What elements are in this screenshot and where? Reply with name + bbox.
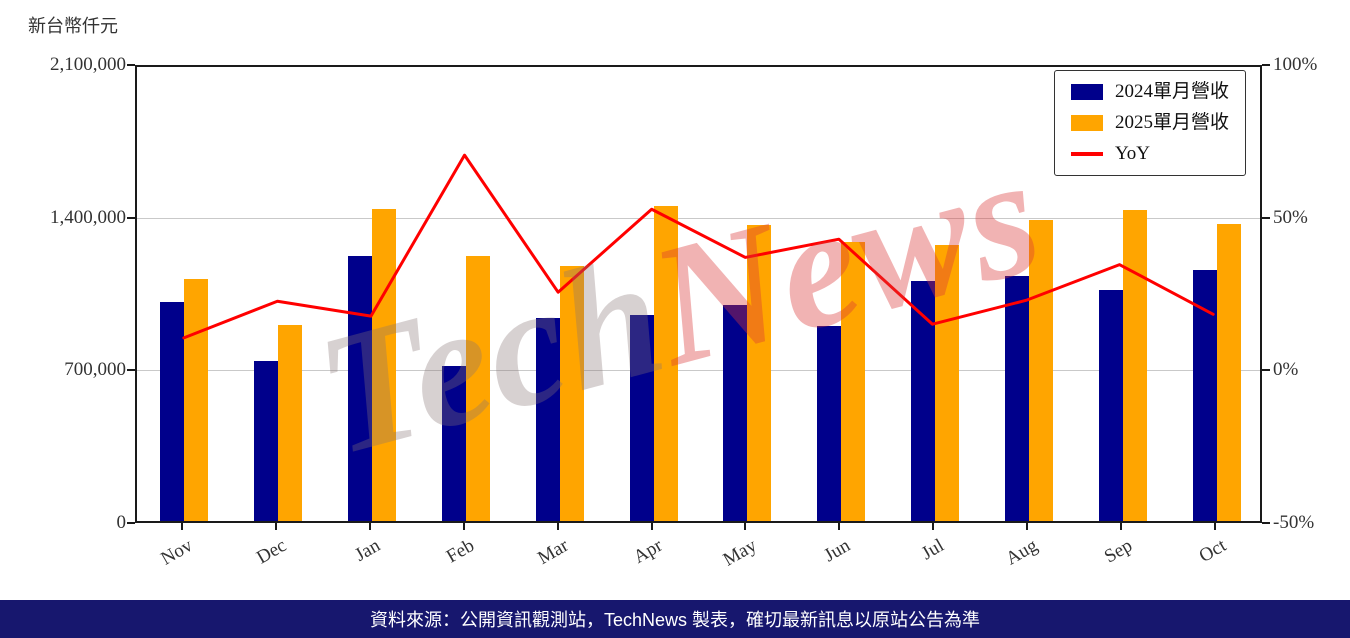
x-axis-tick-mark [556,523,559,530]
x-axis-tick-mark [838,523,841,530]
x-axis-label-text: Aug [1002,535,1042,570]
right-axis-tick-mark [1262,522,1270,524]
x-axis-tick-mark [1214,523,1217,530]
x-axis-tick-mark [274,523,277,530]
legend-line-marker [1070,152,1103,156]
legend-item: 2025單月營收 [1070,112,1229,134]
x-axis-label-text: Jan [351,535,385,566]
bar-2024 [347,256,372,521]
left-axis-tick-label: 1,400,000 [50,206,126,228]
right-axis-tick-mark [1262,369,1270,372]
bar-2024 [723,305,748,521]
x-axis-tick-mark [1120,523,1123,530]
bar-2025 [1217,224,1242,521]
bar-2025 [183,279,208,521]
legend-item-label: 2024單月營收 [1114,81,1229,102]
bars-layer [137,67,1260,521]
gridline [137,218,1260,220]
x-axis-label-text: Sep [1100,535,1136,568]
bar-2024 [629,315,654,521]
yoy-line [182,153,1215,340]
bar-2024 [911,281,936,521]
right-axis-tick-label: -50% [1273,512,1315,533]
bar-2024 [253,361,278,521]
right-axis-tick-label: 50% [1273,206,1308,228]
bar-2024 [1099,290,1124,521]
right-axis-tick-label: 100% [1273,54,1318,75]
bar-2025 [1123,210,1148,521]
legend-item: 2024單月營收 [1070,81,1229,103]
legend-color-swatch [1070,115,1103,131]
bar-2024 [1193,270,1218,521]
bar-2025 [747,225,772,521]
left-axis-tick-label: 0 [116,512,127,533]
chart-container: Tech News 2024單月營收 2025單月營收 YoY 0 700,000 1,4… [50,54,1318,571]
left-axis-tick-label: 700,000 [64,359,126,381]
left-axis-tick-mark [127,64,135,66]
gridline [137,369,1260,371]
yoy-line-path [182,153,1215,340]
bar-2025 [465,256,490,521]
legend-item-label: YoY [1114,143,1151,164]
x-axis-label-text: Dec [253,535,291,569]
footer-text: 資料來源：公開資訊觀測站，TechNews 製表，確切最新訊息以原站公告為準 [369,610,981,630]
x-axis-label-text: Oct [1195,535,1230,567]
x-axis-label-text: Apr [629,535,667,568]
legend-item: YoY [1070,143,1229,165]
right-axis-tick-mark [1262,216,1270,219]
left-axis-tick-label: 2,100,000 [50,54,126,75]
legend-color-swatch [1070,84,1103,100]
bar-2025 [1029,220,1054,521]
left-axis-tick-mark [127,369,135,372]
legend: 2024單月營收 2025單月營收 YoY [1053,70,1246,176]
left-axis-tick-mark [127,522,135,524]
x-axis-tick-mark [368,523,371,530]
bar-2025 [371,209,396,521]
bar-2025 [653,206,678,521]
x-axis-label-text: Mar [534,535,573,570]
bar-2025 [935,245,960,521]
right-axis-tick-label: 0% [1273,359,1299,381]
x-axis-label-text: Nov [157,535,197,570]
x-axis-tick-mark [650,523,653,530]
gridlines-layer [137,67,1260,521]
x-axis-tick-mark [932,523,935,530]
bar-2024 [535,318,560,521]
bar-2024 [441,365,466,521]
footer-bar: 資料來源：公開資訊觀測站，TechNews 製表，確切最新訊息以原站公告為準 [0,600,1350,638]
bar-2025 [841,242,866,521]
left-axis-title: 新台幣仟元 [28,16,118,36]
bar-2025 [559,266,584,521]
x-axis-tick-mark [462,523,465,530]
bar-2024 [817,326,842,521]
x-axis-label-text: Jun [820,535,854,567]
x-axis-tick-mark [1026,523,1029,530]
left-axis-tick-mark [127,216,135,219]
bar-2024 [1005,276,1030,521]
legend-item-label: 2025單月營收 [1114,112,1229,133]
right-axis-tick-mark [1262,64,1270,66]
x-axis-tick-mark [180,523,183,530]
x-axis-tick-mark [744,523,747,530]
x-axis-label-text: Jul [918,535,948,565]
x-axis-label-text: May [719,535,760,571]
x-axis-label-text: Feb [443,535,479,568]
bar-2024 [159,302,184,521]
bar-2025 [277,324,302,521]
